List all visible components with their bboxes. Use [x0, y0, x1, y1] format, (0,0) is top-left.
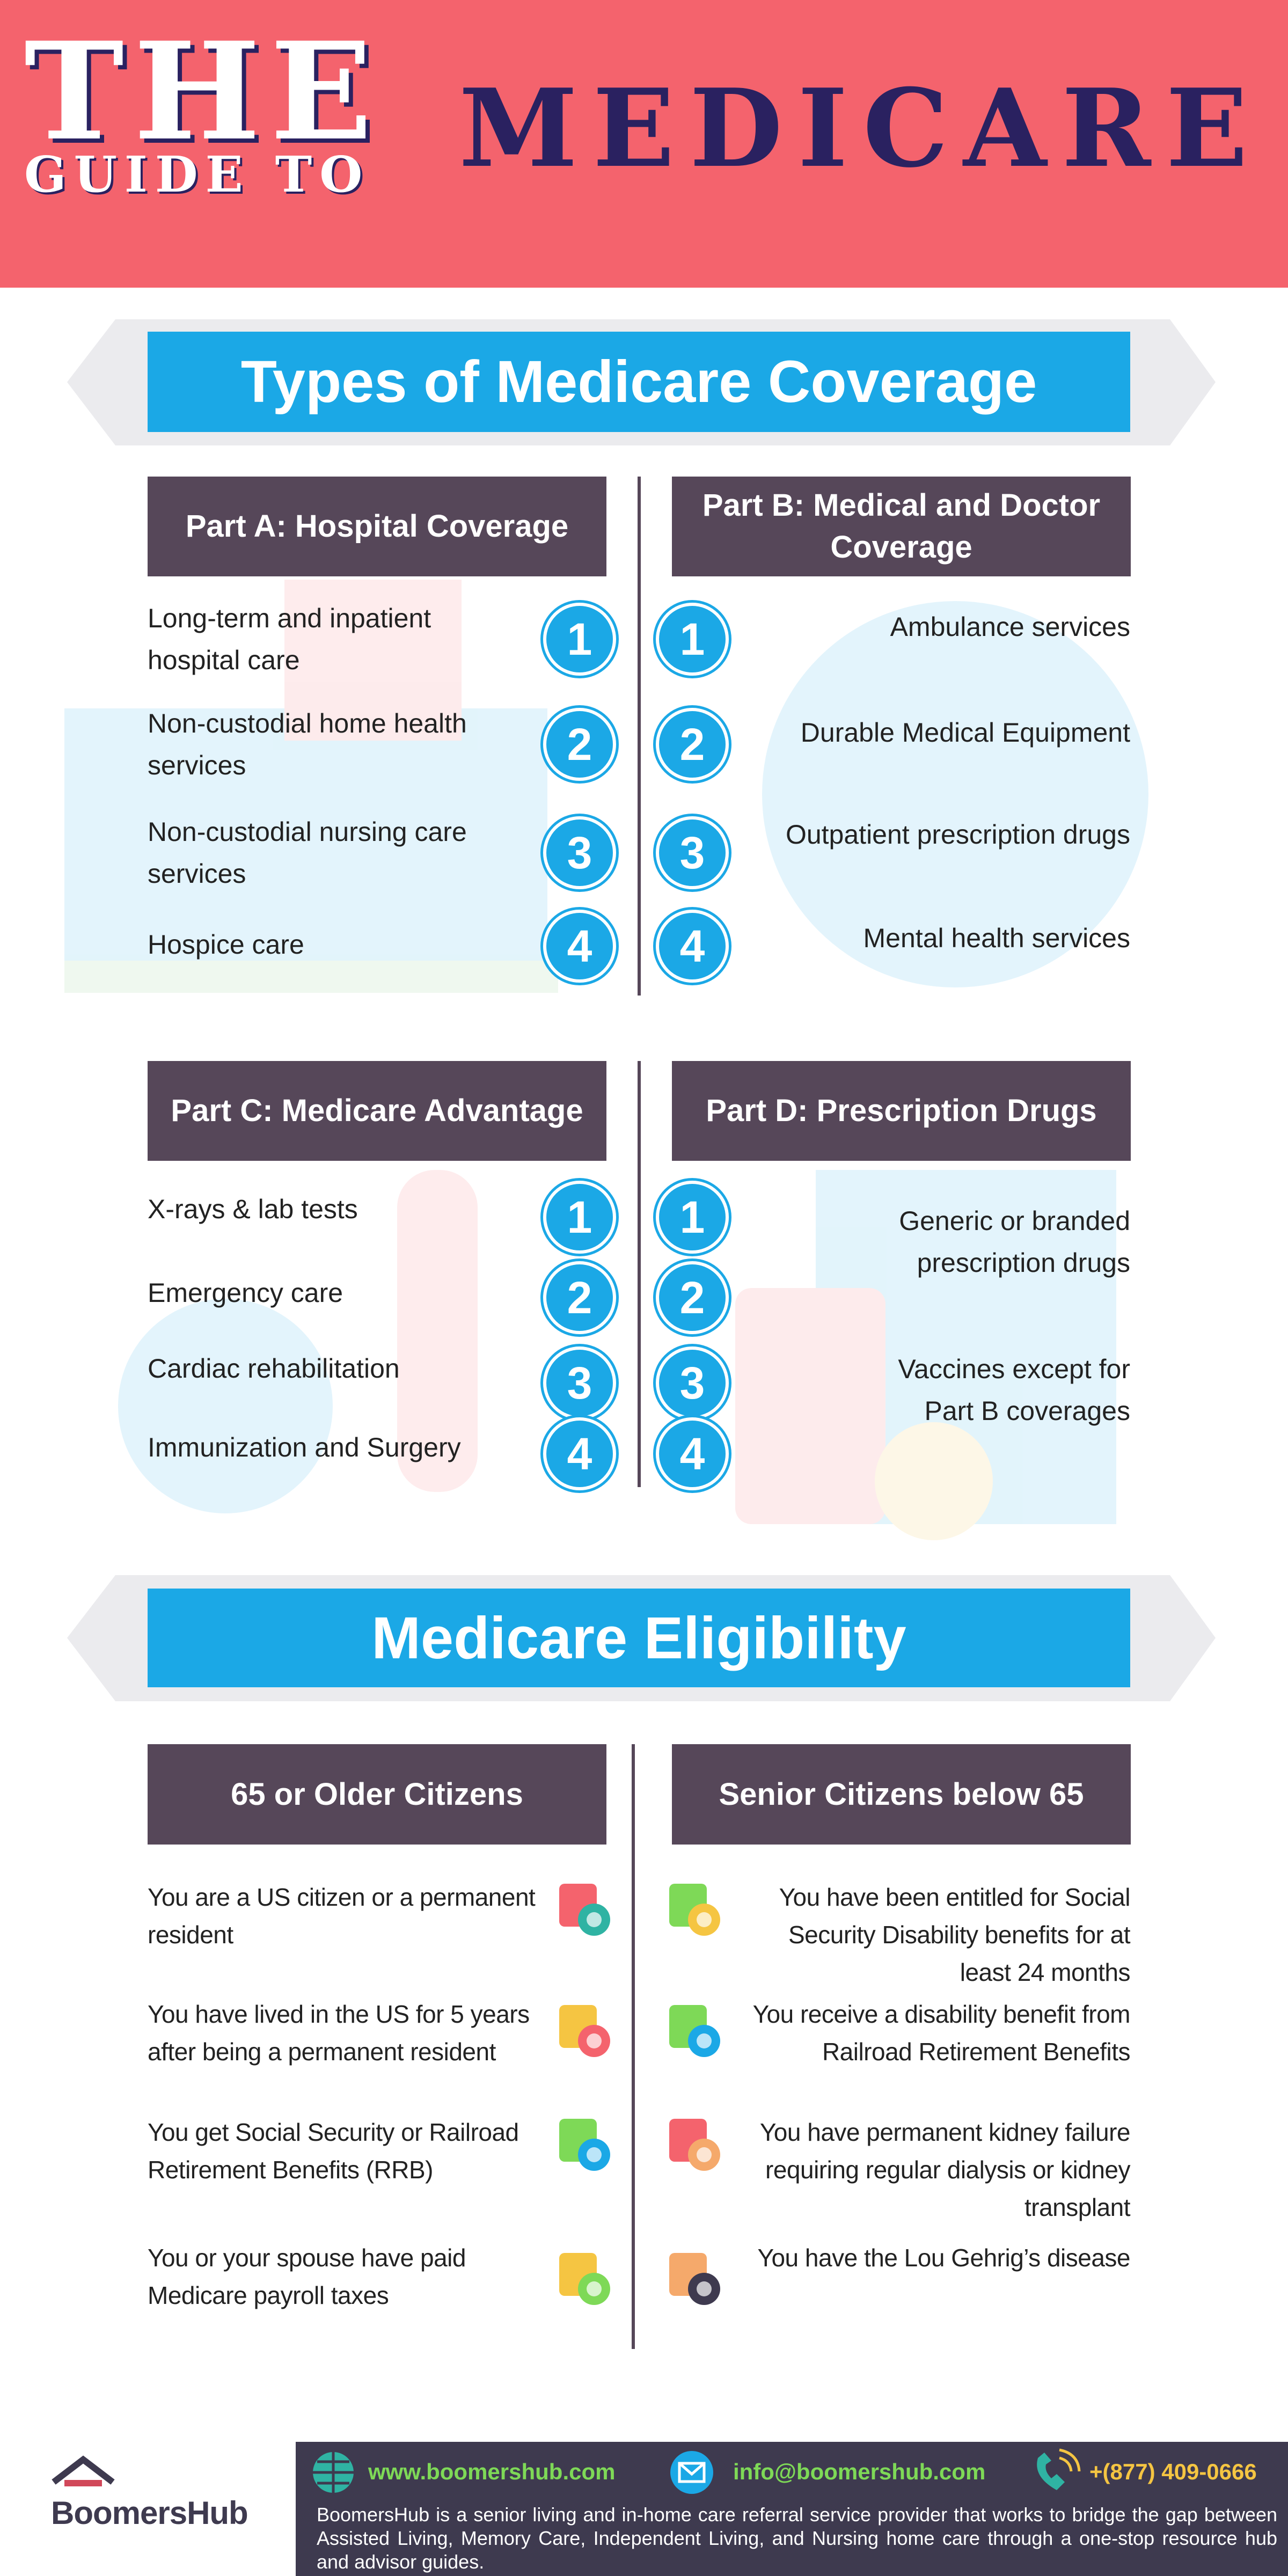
coverage-item: Vaccines except for Part B coverages [898, 1354, 1130, 1426]
eligibility-icon [658, 2243, 728, 2313]
eligibility-item: You have lived in the US for 5 years aft… [148, 2000, 530, 2066]
part-header: Part C: Medicare Advantage [148, 1061, 606, 1161]
coverage-item: Non-custodial nursing care services [148, 817, 467, 889]
number-badge: 1 [656, 1181, 729, 1254]
part-header: Part B: Medical and Doctor Coverage [672, 477, 1131, 576]
number-badge: 4 [543, 910, 616, 983]
faint-illustrations [64, 580, 1148, 1540]
eligibility-item: You get Social Security or Railroad Reti… [148, 2118, 519, 2184]
header-medicare: MEDICARE [459, 65, 1263, 192]
footer-brand: BoomersHub [51, 2495, 248, 2531]
eligibility-item: You receive a disability benefit from Ra… [752, 2000, 1131, 2066]
header-the: THE [24, 12, 382, 170]
eligibility-header: 65 or Older Citizens [148, 1744, 606, 1845]
footer-band [296, 2442, 1288, 2576]
eligibility-icon [548, 1874, 618, 1944]
eligibility-icon [658, 1995, 728, 2065]
icon-graphic [669, 2119, 720, 2171]
eligibility-item: You have the Lou Gehrig’s disease [757, 2244, 1131, 2272]
section-title: Medicare Eligibility [148, 1589, 1130, 1687]
number-badge: 4 [656, 1417, 729, 1490]
coverage-item: Generic or branded prescription drugs [899, 1206, 1130, 1278]
header-band [0, 0, 1288, 288]
icon-graphic [559, 2253, 610, 2305]
coverage-item: Emergency care [148, 1278, 343, 1308]
eligibility-icon [548, 1995, 618, 2065]
eligibility-icon [548, 2243, 618, 2313]
eligibility-icon [658, 1874, 728, 1944]
mail-icon [670, 2451, 713, 2494]
coverage-item: Outpatient prescription drugs [785, 819, 1130, 850]
part-header: Part A: Hospital Coverage [148, 477, 606, 576]
eligibility-item: You have been entitled for Social Securi… [779, 1883, 1131, 1986]
part-header: Part D: Prescription Drugs [672, 1061, 1131, 1161]
number-badge: 3 [543, 816, 616, 889]
number-badge: 1 [543, 1181, 616, 1254]
eligibility-header: Senior Citizens below 65 [672, 1744, 1131, 1845]
number-badge: 2 [656, 708, 729, 781]
icon-graphic [559, 1884, 610, 1936]
divider [638, 1061, 641, 1487]
number-badge: 3 [656, 1346, 729, 1419]
icon-graphic [559, 2119, 610, 2171]
logo-house [52, 2455, 115, 2486]
eligibility-item: You have permanent kidney failure requir… [759, 2118, 1131, 2221]
number-badge: 2 [656, 1261, 729, 1334]
footer-phone[interactable]: +(877) 409-0666 [1089, 2459, 1257, 2484]
eligibility-icon [658, 2109, 728, 2179]
globe-icon [313, 2452, 354, 2493]
number-badge: 2 [543, 708, 616, 781]
number-badge: 4 [543, 1417, 616, 1490]
coverage-item: Ambulance services [890, 612, 1130, 642]
coverage-item: Hospice care [148, 930, 304, 960]
icon-graphic [669, 2005, 720, 2057]
footer-description: BoomersHub is a senior living and in-hom… [317, 2504, 1277, 2573]
icon-graphic [559, 2005, 610, 2057]
icon-graphic [669, 1884, 720, 1936]
number-badge: 1 [656, 603, 729, 676]
eligibility-icon [548, 2109, 618, 2179]
number-badge: 1 [543, 603, 616, 676]
number-badge: 2 [543, 1261, 616, 1334]
header-guide-to: GUIDE TO [24, 145, 370, 203]
coverage-item: Cardiac rehabilitation [148, 1353, 400, 1384]
number-badge: 4 [656, 910, 729, 983]
section-title: Types of Medicare Coverage [148, 332, 1130, 432]
phone-icon [1037, 2448, 1081, 2490]
divider [632, 1744, 635, 2349]
eligibility-item: You are a US citizen or a permanent resi… [148, 1883, 536, 1949]
coverage-item: Durable Medical Equipment [800, 718, 1130, 748]
coverage-item: X-rays & lab tests [148, 1194, 358, 1224]
divider [638, 477, 641, 996]
coverage-item: Mental health services [863, 923, 1130, 953]
footer-website[interactable]: www.boomershub.com [368, 2459, 616, 2484]
number-badge: 3 [656, 816, 729, 889]
coverage-item: Immunization and Surgery [148, 1432, 461, 1462]
footer-email[interactable]: info@boomershub.com [733, 2459, 986, 2484]
eligibility-item: You or your spouse have paid Medicare pa… [148, 2244, 466, 2309]
icon-graphic [669, 2253, 720, 2305]
number-badge: 3 [543, 1346, 616, 1419]
coverage-item: Long-term and inpatient hospital care [148, 603, 431, 675]
coverage-item: Non-custodial home health services [148, 708, 467, 780]
